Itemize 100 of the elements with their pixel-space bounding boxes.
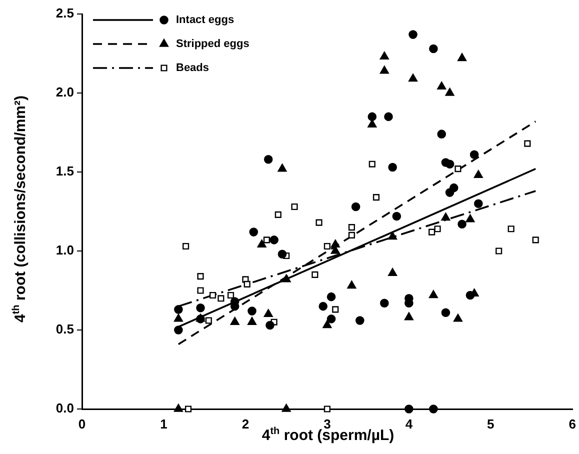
point [380, 66, 389, 74]
point [270, 236, 278, 244]
point [174, 305, 183, 314]
point [458, 53, 467, 62]
x-tick-label: 2 [242, 416, 250, 432]
point [174, 314, 183, 322]
point [278, 164, 287, 172]
point [496, 248, 502, 254]
point [218, 295, 224, 302]
point [347, 280, 356, 289]
point [196, 303, 205, 312]
point [408, 30, 418, 39]
point [449, 183, 458, 192]
legend-label: Stripped eggs [176, 38, 250, 50]
x-tick-label: 1 [160, 416, 168, 432]
point [392, 212, 402, 221]
point [384, 112, 393, 122]
point [230, 317, 240, 325]
point [368, 120, 377, 128]
point [524, 140, 531, 147]
point [205, 317, 212, 324]
x-tick-label: 0 [78, 416, 86, 432]
y-tick-label: 0.5 [56, 322, 74, 337]
point [266, 320, 274, 330]
x-tick-label: 6 [568, 416, 576, 432]
legend-label: Intact eggs [176, 14, 234, 26]
point [458, 220, 466, 229]
point [316, 219, 322, 226]
point [388, 162, 397, 172]
point [182, 242, 190, 250]
point [437, 130, 446, 138]
point [249, 228, 258, 236]
point [326, 292, 336, 302]
point [257, 240, 266, 248]
point [324, 242, 330, 250]
point [264, 309, 273, 318]
legend-label: Beads [176, 62, 210, 74]
x-tick-label: 5 [487, 416, 494, 432]
point [466, 290, 475, 300]
point [368, 160, 376, 168]
point [474, 199, 483, 208]
point [404, 404, 414, 414]
point [248, 306, 256, 316]
point [454, 166, 462, 172]
point [184, 406, 192, 412]
y-tick-label: 1.5 [56, 164, 74, 179]
point [408, 74, 418, 82]
y-tick-label: 2.0 [56, 84, 74, 100]
point [312, 271, 318, 278]
point [244, 280, 250, 288]
point [429, 44, 438, 54]
point [318, 302, 328, 311]
point [445, 88, 454, 96]
point [428, 290, 438, 298]
point [453, 314, 462, 322]
point [380, 52, 389, 60]
point [441, 308, 450, 318]
x-tick-label: 4 [405, 416, 414, 432]
point [474, 170, 483, 178]
point [197, 287, 204, 294]
point [441, 212, 450, 221]
point [434, 226, 441, 232]
point [326, 314, 336, 324]
point [263, 236, 270, 244]
point [388, 268, 398, 276]
point [174, 326, 183, 334]
point [445, 160, 454, 168]
y-tick-label: 1.0 [56, 242, 74, 258]
point [466, 214, 475, 222]
point [324, 406, 330, 412]
point [248, 317, 256, 325]
point [264, 154, 273, 164]
point [368, 112, 377, 122]
point [508, 226, 514, 232]
point [388, 232, 398, 240]
point [274, 211, 282, 218]
point [437, 82, 446, 90]
point [380, 298, 389, 308]
point [470, 150, 479, 160]
point [291, 203, 298, 210]
y-tick-label: 2.5 [56, 6, 74, 21]
point [348, 224, 355, 231]
point [197, 272, 204, 280]
point [532, 236, 539, 244]
point [372, 194, 380, 201]
point [282, 404, 291, 412]
point [322, 320, 332, 328]
point [429, 404, 438, 414]
point [330, 240, 340, 248]
point [351, 202, 360, 212]
point [355, 316, 364, 325]
point [348, 232, 355, 238]
point [282, 274, 291, 282]
point [332, 306, 339, 313]
point [209, 292, 216, 299]
point [428, 228, 436, 236]
point [174, 404, 183, 412]
point [227, 292, 234, 299]
y-tick-label: 0.0 [56, 400, 74, 416]
point [404, 312, 414, 320]
